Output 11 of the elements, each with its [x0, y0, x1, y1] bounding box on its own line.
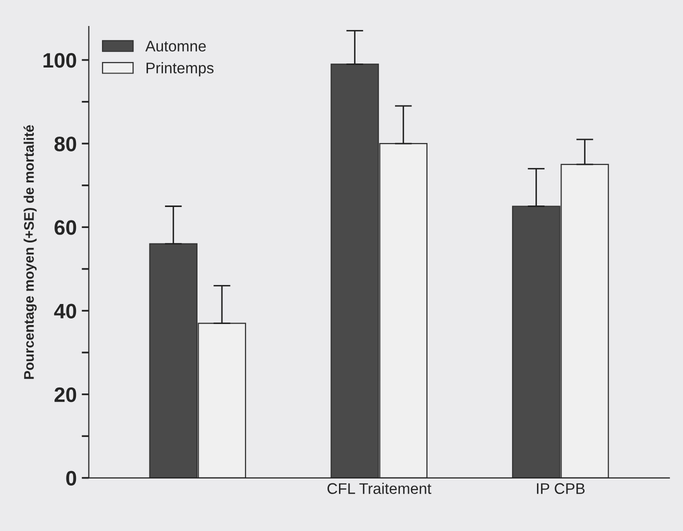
legend-label: Automne: [145, 40, 206, 52]
x-tick-label: CFL Traitement: [327, 482, 432, 494]
legend-label: Printemps: [146, 62, 214, 76]
y-tick-label: 100: [44, 52, 76, 68]
y-tick-label: 20: [54, 387, 76, 402]
x-tick-label: IP CPB: [536, 483, 585, 494]
y-tick-label: 0: [66, 470, 76, 486]
y-axis-title: Pourcentage moyen (+SE) de mortalité: [24, 125, 37, 379]
y-tick-label: 40: [54, 304, 76, 318]
y-tick-label: 80: [54, 136, 76, 152]
y-tick-label: 60: [54, 220, 76, 235]
